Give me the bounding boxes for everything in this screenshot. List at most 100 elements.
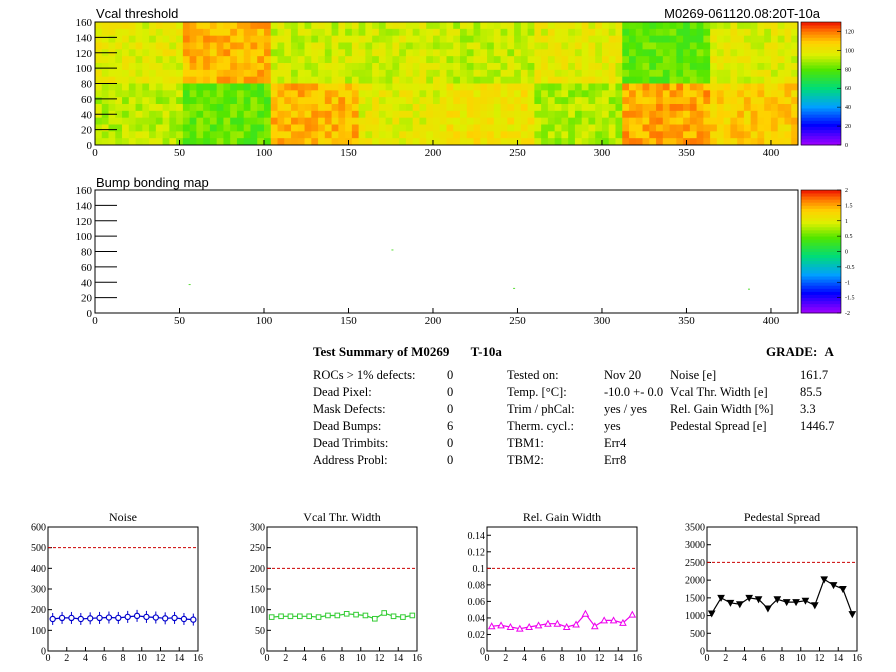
heatmap-cell [263, 110, 272, 119]
heatmap-cell [331, 124, 339, 132]
heatmap-cell [777, 90, 785, 98]
heatmap-cell [635, 97, 643, 105]
heatmap-cell [142, 49, 150, 57]
heatmap-cell [770, 56, 779, 64]
heatmap-cell [122, 69, 130, 78]
heatmap-cell [466, 28, 474, 37]
heatmap-cell [426, 104, 434, 112]
heatmap-cell [257, 76, 265, 84]
heatmap-cell [703, 124, 711, 132]
heatmap-cell [189, 117, 197, 125]
heatmap-cell [223, 138, 231, 146]
heatmap-cell [520, 76, 529, 84]
colorbar-segment [801, 297, 841, 302]
heatmap-cell [561, 22, 569, 30]
heatmap-cell [270, 56, 278, 64]
heatmap-cell [439, 83, 447, 91]
heatmap-cell [169, 97, 177, 105]
heatmap-cell [419, 138, 427, 146]
heatmap-cell [737, 90, 745, 98]
heatmap-cell [635, 110, 643, 119]
heatmap-cell [520, 69, 529, 78]
data-point [409, 612, 416, 619]
heatmap-cell [324, 110, 332, 119]
heatmap-cell [473, 110, 481, 119]
heatmap-cell [622, 90, 630, 98]
y-tick-label: 0.14 [468, 531, 486, 542]
heatmap-cell [534, 49, 542, 57]
heatmap-cell [149, 28, 157, 37]
heatmap-cell [568, 28, 576, 37]
heatmap-cell [764, 76, 772, 84]
heatmap-cell [710, 97, 718, 105]
heatmap-cell [770, 110, 779, 119]
colorbar-segment [801, 257, 841, 262]
dead-bump-point [747, 288, 750, 290]
heatmap-cell [487, 104, 495, 112]
heatmap-cell [331, 22, 339, 30]
summary-value: Err4 [604, 436, 627, 450]
heatmap-cell [770, 90, 779, 98]
y-tick-label: 0.1 [473, 564, 486, 575]
heatmap-cell [676, 49, 684, 57]
heatmap-cell [345, 56, 353, 64]
heatmap-cell [574, 131, 583, 139]
heatmap-cell [162, 97, 170, 105]
heatmap-cell [182, 97, 191, 105]
heatmap-cell [196, 124, 204, 132]
heatmap-cell [176, 63, 184, 71]
heatmap-cell [642, 97, 650, 105]
data-point [133, 612, 141, 620]
heatmap-cell [770, 124, 779, 132]
y-tick-label: 50 [255, 626, 265, 637]
heatmap-cell [473, 49, 481, 57]
heatmap-cell [304, 138, 312, 146]
heatmap-cell [142, 97, 150, 105]
heatmap-cell [149, 83, 157, 91]
heatmap-cell [480, 124, 488, 132]
heatmap-cell [561, 97, 569, 105]
heatmap-cell [635, 28, 643, 37]
heatmap-cell [196, 117, 204, 125]
heatmap-cell [277, 28, 285, 37]
data-point [515, 624, 524, 632]
heatmap-cell [263, 104, 272, 112]
heatmap-cell [662, 104, 670, 112]
heatmap-cell [378, 117, 387, 125]
heatmap-cell [318, 124, 326, 132]
heatmap-cell [507, 63, 515, 71]
y-tick-label: 3000 [685, 540, 705, 551]
heatmap-cell [770, 63, 779, 71]
summary-label: TBM2: [507, 453, 544, 467]
heatmap-cell [203, 131, 211, 139]
heatmap-cell [554, 35, 562, 43]
heatmap-cell [493, 69, 501, 78]
heatmap-cell [291, 90, 299, 98]
heatmap-cell [574, 49, 583, 57]
heatmap-cell [595, 138, 603, 146]
heatmap-cell [270, 110, 278, 119]
heatmap-cell [372, 42, 380, 50]
heatmap-cell [351, 117, 360, 125]
heatmap-cell [399, 69, 407, 78]
heatmap-cell [574, 104, 583, 112]
heatmap-cell [405, 110, 414, 119]
colorbar-segment [801, 273, 841, 277]
heatmap-cell [629, 35, 637, 43]
x-tick-label: 16 [193, 653, 203, 664]
heatmap-cell [439, 42, 447, 50]
heatmap-cell [615, 56, 623, 64]
heatmap-cell [527, 69, 535, 78]
heatmap-cell [263, 90, 272, 98]
heatmap-cell [500, 28, 508, 37]
heatmap-cell [209, 90, 218, 98]
heatmap-cell [676, 138, 684, 146]
heatmap-cell [460, 35, 468, 43]
heatmap-cell [777, 110, 785, 119]
x-tick-label: 4 [522, 653, 527, 664]
heatmap-cell [568, 35, 576, 43]
heatmap-cell [149, 49, 157, 57]
heatmap-cell [453, 117, 461, 125]
heatmap-cell [385, 104, 393, 112]
heatmap-cell [284, 110, 292, 119]
